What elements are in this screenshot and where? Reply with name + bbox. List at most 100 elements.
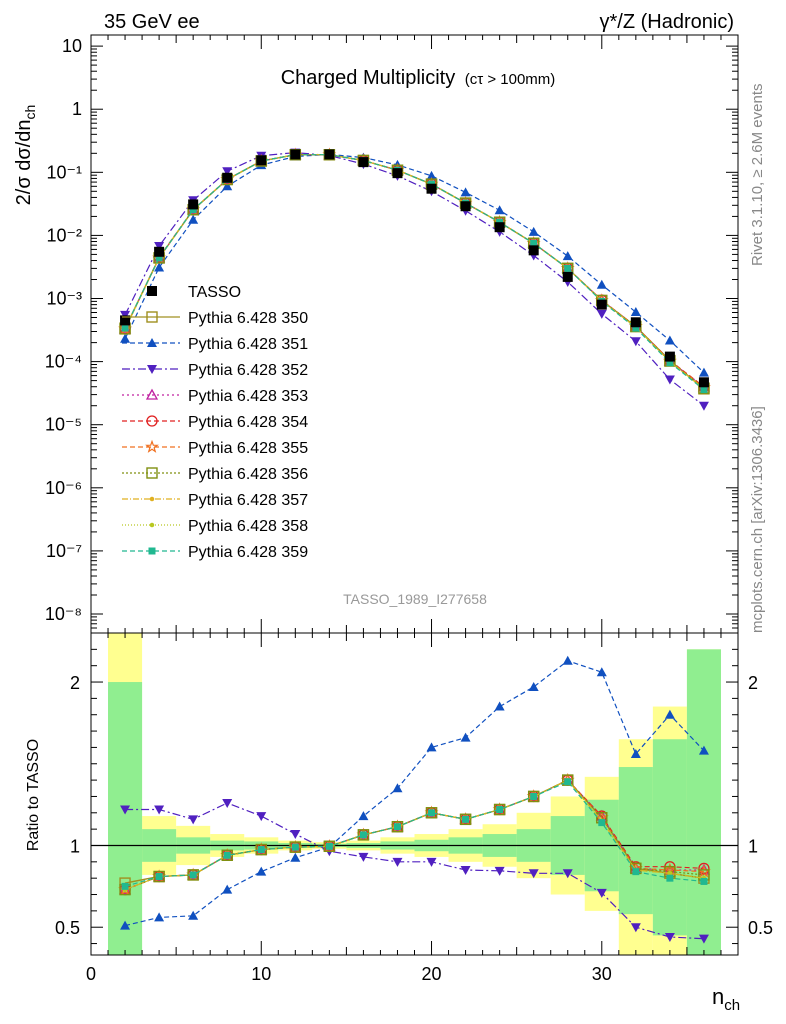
- ratio-series-point: [120, 805, 131, 815]
- ratio-series-line: [124, 660, 705, 927]
- main-series-point: [494, 205, 505, 215]
- ratio-series-point: [700, 877, 708, 885]
- ratio-series-point: [221, 849, 233, 861]
- stat-uncertainty-band: [686, 649, 721, 955]
- legend-label: Pythia 6.428 358: [188, 518, 308, 535]
- ratio-series-point: [358, 852, 369, 862]
- ratio-series-point: [189, 871, 197, 879]
- main-series-point: [596, 309, 607, 319]
- main-panel: 10 1 10⁻¹ 10⁻² 10⁻³ 10⁻⁴ 10⁻⁵ 10⁻⁶ 10⁻⁷ 10⁻⁸: [45, 35, 739, 634]
- ratio-series-point: [562, 869, 573, 879]
- main-series-point: [564, 264, 572, 272]
- legend-marker: [145, 388, 159, 400]
- main-series-point: [530, 239, 538, 247]
- main-y-tick-label: 10⁻⁶: [45, 478, 82, 498]
- ratio-y-tick-label-right: 2: [748, 673, 758, 693]
- data-point: [460, 201, 471, 212]
- main-series-point: [698, 401, 709, 411]
- ratio-series-point: [460, 866, 471, 876]
- x-tick-label: 30: [592, 964, 612, 984]
- main-y-tick-label: 10⁻²: [46, 225, 82, 245]
- ratio-series-point: [596, 667, 607, 677]
- ratio-series-line: [124, 780, 704, 887]
- ratio-series-point: [291, 843, 299, 851]
- ratio-series-point: [154, 912, 165, 922]
- ratio-plot-frame: [90, 632, 739, 956]
- main-series-line: [124, 154, 705, 389]
- legend-marker: [146, 415, 158, 427]
- data-point: [256, 155, 267, 166]
- chart-title-note: (cτ > 100mm): [465, 71, 556, 88]
- ratio-series-point: [223, 851, 231, 859]
- ratio-series-point: [256, 866, 267, 876]
- ratio-series-point: [426, 742, 437, 752]
- main-series-line: [124, 153, 705, 374]
- main-series-point: [528, 226, 539, 236]
- ratio-series-point: [664, 709, 675, 719]
- ratio-series-point: [494, 866, 505, 876]
- xlabel-text: n: [712, 984, 724, 1009]
- main-series-point: [700, 386, 708, 394]
- main-ylabel-sub: ch: [22, 105, 38, 120]
- ratio-y-tick-label-right: 0.5: [748, 918, 773, 938]
- xlabel: nch: [712, 984, 740, 1014]
- main-series-point: [460, 187, 471, 197]
- ratio-series-point: [426, 857, 437, 867]
- data-point: [528, 245, 539, 256]
- ratio-series-point: [393, 823, 401, 831]
- ratio-series-point: [358, 811, 369, 821]
- ratio-series-point: [632, 868, 640, 876]
- ratio-series-point: [357, 829, 370, 841]
- ratio-series-point: [564, 778, 572, 786]
- main-series-point: [155, 254, 163, 262]
- ratio-series-point: [698, 745, 709, 755]
- ratio-series-line: [125, 802, 704, 940]
- main-y-tick-label: 10⁻⁵: [45, 415, 82, 435]
- mcplots-label: mcplots.cern.ch [arXiv:1306.3436]: [749, 406, 766, 633]
- main-series-point: [222, 181, 233, 191]
- legend-label: Pythia 6.428 353: [188, 388, 308, 405]
- ratio-series-point: [530, 792, 538, 800]
- main-series-line: [124, 154, 705, 390]
- legend-label: Pythia 6.428 350: [188, 310, 308, 327]
- ratio-y-tick-label-right: 1: [748, 836, 758, 856]
- main-series-line: [124, 154, 705, 391]
- main-series-line: [124, 154, 705, 390]
- data-point: [494, 222, 505, 233]
- legend-marker: [149, 496, 155, 502]
- legend-data-marker: [147, 286, 157, 296]
- ratio-series-point: [462, 815, 470, 823]
- main-y-tick-label: 10⁻⁴: [45, 352, 82, 372]
- legend-label: Pythia 6.428 359: [188, 544, 308, 561]
- legend-marker: [146, 467, 158, 479]
- xlabel-sub: ch: [724, 997, 740, 1014]
- ratio-series-point: [325, 842, 333, 850]
- main-y-tick-label: 10⁻⁸: [45, 604, 82, 624]
- legend-label: Pythia 6.428 351: [188, 336, 308, 353]
- rivet-version-label: Rivet 3.1.10, ≥ 2.6M events: [749, 84, 766, 267]
- legend-marker: [147, 338, 157, 347]
- main-series-point: [562, 251, 573, 261]
- data-point: [290, 149, 301, 160]
- ratio-ylabel: Ratio to TASSO: [25, 739, 42, 851]
- stat-uncertainty-band: [618, 767, 653, 915]
- ratio-series-point: [460, 732, 471, 742]
- ratio-series-point: [359, 831, 367, 839]
- ratio-series-point: [391, 820, 404, 833]
- main-y-tick-label: 10⁻³: [46, 289, 82, 309]
- main-y-tick-label: 1: [72, 99, 82, 119]
- legend: TASSO Pythia 6.428 350 Pythia 6.428 351 Pyt…: [122, 284, 308, 561]
- ratio-series-line: [124, 779, 704, 891]
- legend-data-label: TASSO: [188, 284, 241, 301]
- ratio-series-point: [188, 815, 199, 825]
- ratio-series-point: [290, 830, 301, 840]
- main-ylabel-text: 2/σ dσ/dn: [13, 119, 35, 205]
- header-right: γ*/Z (Hadronic): [600, 11, 734, 33]
- legend-marker: [148, 547, 156, 555]
- legend-label: Pythia 6.428 356: [188, 466, 308, 483]
- data-point: [324, 149, 335, 160]
- ratio-series-point: [666, 874, 674, 882]
- main-y-tick-label: 10: [62, 36, 82, 56]
- data-point: [392, 168, 403, 179]
- legend-marker: [145, 439, 159, 453]
